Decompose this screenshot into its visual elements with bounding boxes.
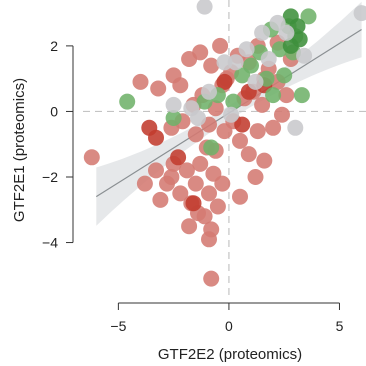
data-point — [212, 37, 229, 54]
data-point — [83, 149, 100, 166]
data-point — [353, 5, 366, 22]
data-point — [238, 41, 255, 58]
data-point — [192, 155, 209, 172]
data-point — [249, 123, 266, 140]
data-point — [296, 47, 313, 64]
data-point — [183, 100, 200, 117]
data-point — [260, 51, 277, 67]
data-point — [165, 110, 182, 126]
data-point — [163, 169, 180, 185]
data-point — [243, 57, 259, 74]
data-point — [178, 162, 195, 179]
data-point — [119, 93, 136, 110]
y-ticks: −4 −2 0 2 — [42, 38, 73, 251]
data-point — [214, 175, 231, 192]
data-point — [256, 152, 273, 169]
data-point — [247, 73, 264, 90]
data-point — [254, 96, 271, 113]
y-axis-title: GTF2E1 (proteomics) — [11, 78, 28, 222]
data-point — [232, 132, 248, 149]
data-point — [170, 149, 187, 166]
data-point — [172, 77, 189, 94]
data-point — [293, 87, 310, 104]
data-point — [187, 126, 204, 143]
data-point — [136, 175, 153, 192]
data-point — [265, 87, 282, 104]
data-point — [201, 185, 217, 202]
data-point — [203, 139, 220, 156]
data-point — [172, 185, 189, 202]
data-point — [203, 270, 220, 287]
data-point — [203, 57, 220, 74]
x-axis-title: GTF2E2 (proteomics) — [158, 346, 302, 363]
data-point — [265, 119, 282, 136]
data-point — [187, 175, 204, 192]
data-point — [254, 24, 271, 41]
data-point — [165, 96, 182, 113]
data-point — [269, 14, 286, 31]
y-tick-label: −2 — [42, 169, 58, 185]
data-point — [181, 218, 198, 235]
y-tick-label: −4 — [42, 235, 58, 251]
data-points — [83, 0, 366, 287]
data-point — [232, 188, 248, 205]
x-ticks: −5 0 5 — [110, 303, 344, 334]
data-point — [185, 195, 202, 212]
data-point — [274, 106, 290, 123]
y-tick-label: 2 — [50, 38, 58, 54]
data-point — [276, 67, 293, 84]
data-point — [234, 116, 251, 133]
data-point — [287, 119, 304, 136]
data-point — [201, 231, 217, 248]
data-point — [216, 54, 233, 71]
data-point — [209, 198, 226, 215]
y-tick-label: 0 — [50, 103, 58, 119]
data-point — [300, 8, 317, 25]
data-point — [132, 73, 149, 90]
data-point — [201, 83, 217, 100]
data-point — [247, 169, 264, 185]
data-point — [192, 44, 209, 61]
x-tick-label: 5 — [336, 318, 344, 334]
data-point — [216, 73, 233, 90]
plot-area — [83, 0, 366, 295]
data-point — [223, 106, 240, 123]
data-point — [282, 37, 299, 54]
x-tick-label: −5 — [110, 318, 126, 334]
data-point — [227, 54, 244, 71]
data-point — [278, 87, 295, 104]
data-point — [196, 0, 213, 15]
axes: −5 0 5 −4 −2 0 2 — [42, 38, 344, 334]
data-point — [148, 162, 164, 179]
data-point — [282, 8, 299, 25]
data-point — [152, 191, 169, 208]
x-tick-label: 0 — [225, 318, 233, 334]
data-point — [225, 93, 242, 110]
data-point — [240, 146, 257, 163]
data-point — [148, 129, 164, 146]
data-point — [150, 80, 167, 97]
